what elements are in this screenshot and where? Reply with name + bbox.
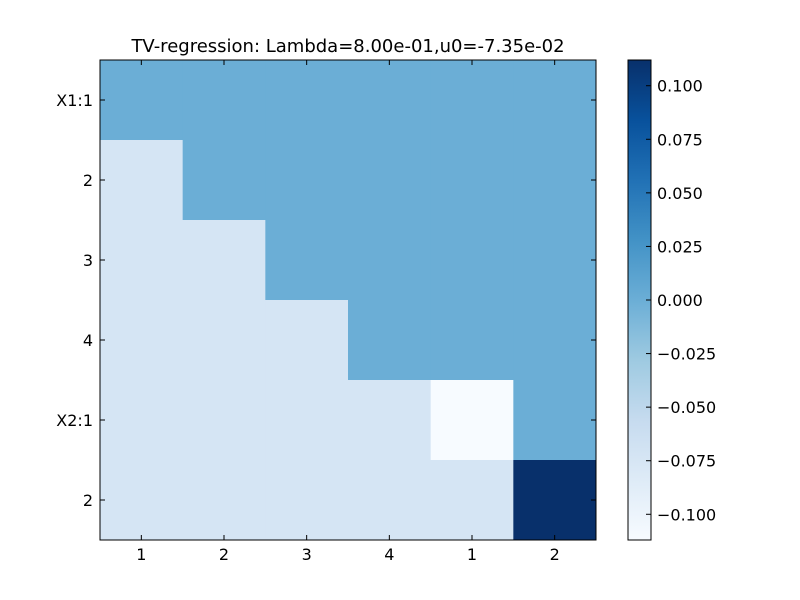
heatmap-cell [513, 140, 597, 221]
heatmap-cell [265, 460, 349, 541]
x-tick-label: 1 [467, 545, 477, 564]
heatmap-cell [182, 60, 266, 141]
heatmap-cell [348, 300, 432, 381]
heatmap-cell [348, 380, 432, 461]
x-tick-label: 1 [136, 545, 146, 564]
y-tick-label: 2 [83, 491, 93, 510]
x-axis: 1 2 3 4 1 2 [136, 60, 560, 564]
colorbar-tick-label: 0.025 [657, 237, 703, 256]
heatmap-cell [348, 460, 432, 541]
y-axis: X1:1 2 3 4 X2:1 2 [56, 91, 596, 510]
heatmap-cells [100, 60, 597, 541]
y-tick-label: 4 [83, 331, 93, 350]
colorbar-tick-label: 0.050 [657, 184, 703, 203]
colorbar-axis: 0.100 0.075 0.050 0.025 0.000 −0.025 −0.050 −0.… [646, 77, 716, 524]
heatmap-cell [100, 460, 184, 541]
heatmap-cell [348, 60, 432, 141]
heatmap-cell [513, 60, 597, 141]
x-tick-label: 2 [550, 545, 560, 564]
chart-title: TV-regression: Lambda=8.00e-01,u0=-7.35e… [130, 36, 564, 57]
heatmap-cell [348, 220, 432, 301]
heatmap-cell [430, 300, 514, 381]
heatmap-cell [182, 220, 266, 301]
x-tick-label: 4 [384, 545, 394, 564]
heatmap-cell [265, 380, 349, 461]
y-tick-label: 2 [83, 171, 93, 190]
colorbar-tick-label: −0.025 [657, 345, 716, 364]
colorbar-tick-label: 0.075 [657, 130, 703, 149]
heatmap-cell [430, 60, 514, 141]
heatmap-cell [182, 140, 266, 221]
heatmap-cell [430, 220, 514, 301]
heatmap-cell [513, 380, 597, 461]
heatmap-cell [182, 300, 266, 381]
heatmap-cell [513, 220, 597, 301]
heatmap-cell [265, 60, 349, 141]
y-tick-label: X1:1 [56, 91, 93, 110]
heatmap-cell [100, 220, 184, 301]
heatmap-cell [513, 460, 597, 541]
heatmap-cell [430, 140, 514, 221]
heatmap-cell [265, 140, 349, 221]
heatmap-cell [430, 460, 514, 541]
colorbar-tick-label: −0.050 [657, 398, 716, 417]
heatmap-cell [100, 140, 184, 221]
heatmap-cell [265, 220, 349, 301]
y-tick-label: 3 [83, 251, 93, 270]
heatmap-cell [430, 380, 514, 461]
heatmap-cell [100, 60, 184, 141]
colorbar-tick-label: −0.100 [657, 505, 716, 524]
heatmap-cell [513, 300, 597, 381]
heatmap-cell [182, 380, 266, 461]
x-tick-label: 2 [219, 545, 229, 564]
plot-frame [99, 59, 597, 541]
heatmap-cell [182, 460, 266, 541]
colorbar-tick-label: 0.000 [657, 291, 703, 310]
colorbar-tick-label: −0.075 [657, 452, 716, 471]
colorbar-tick-label: 0.100 [657, 77, 703, 96]
heatmap-cell [265, 300, 349, 381]
y-tick-label: X2:1 [56, 411, 93, 430]
heatmap-cell [100, 300, 184, 381]
heatmap-cell [348, 140, 432, 221]
x-tick-label: 3 [302, 545, 312, 564]
heatmap-cell [100, 380, 184, 461]
